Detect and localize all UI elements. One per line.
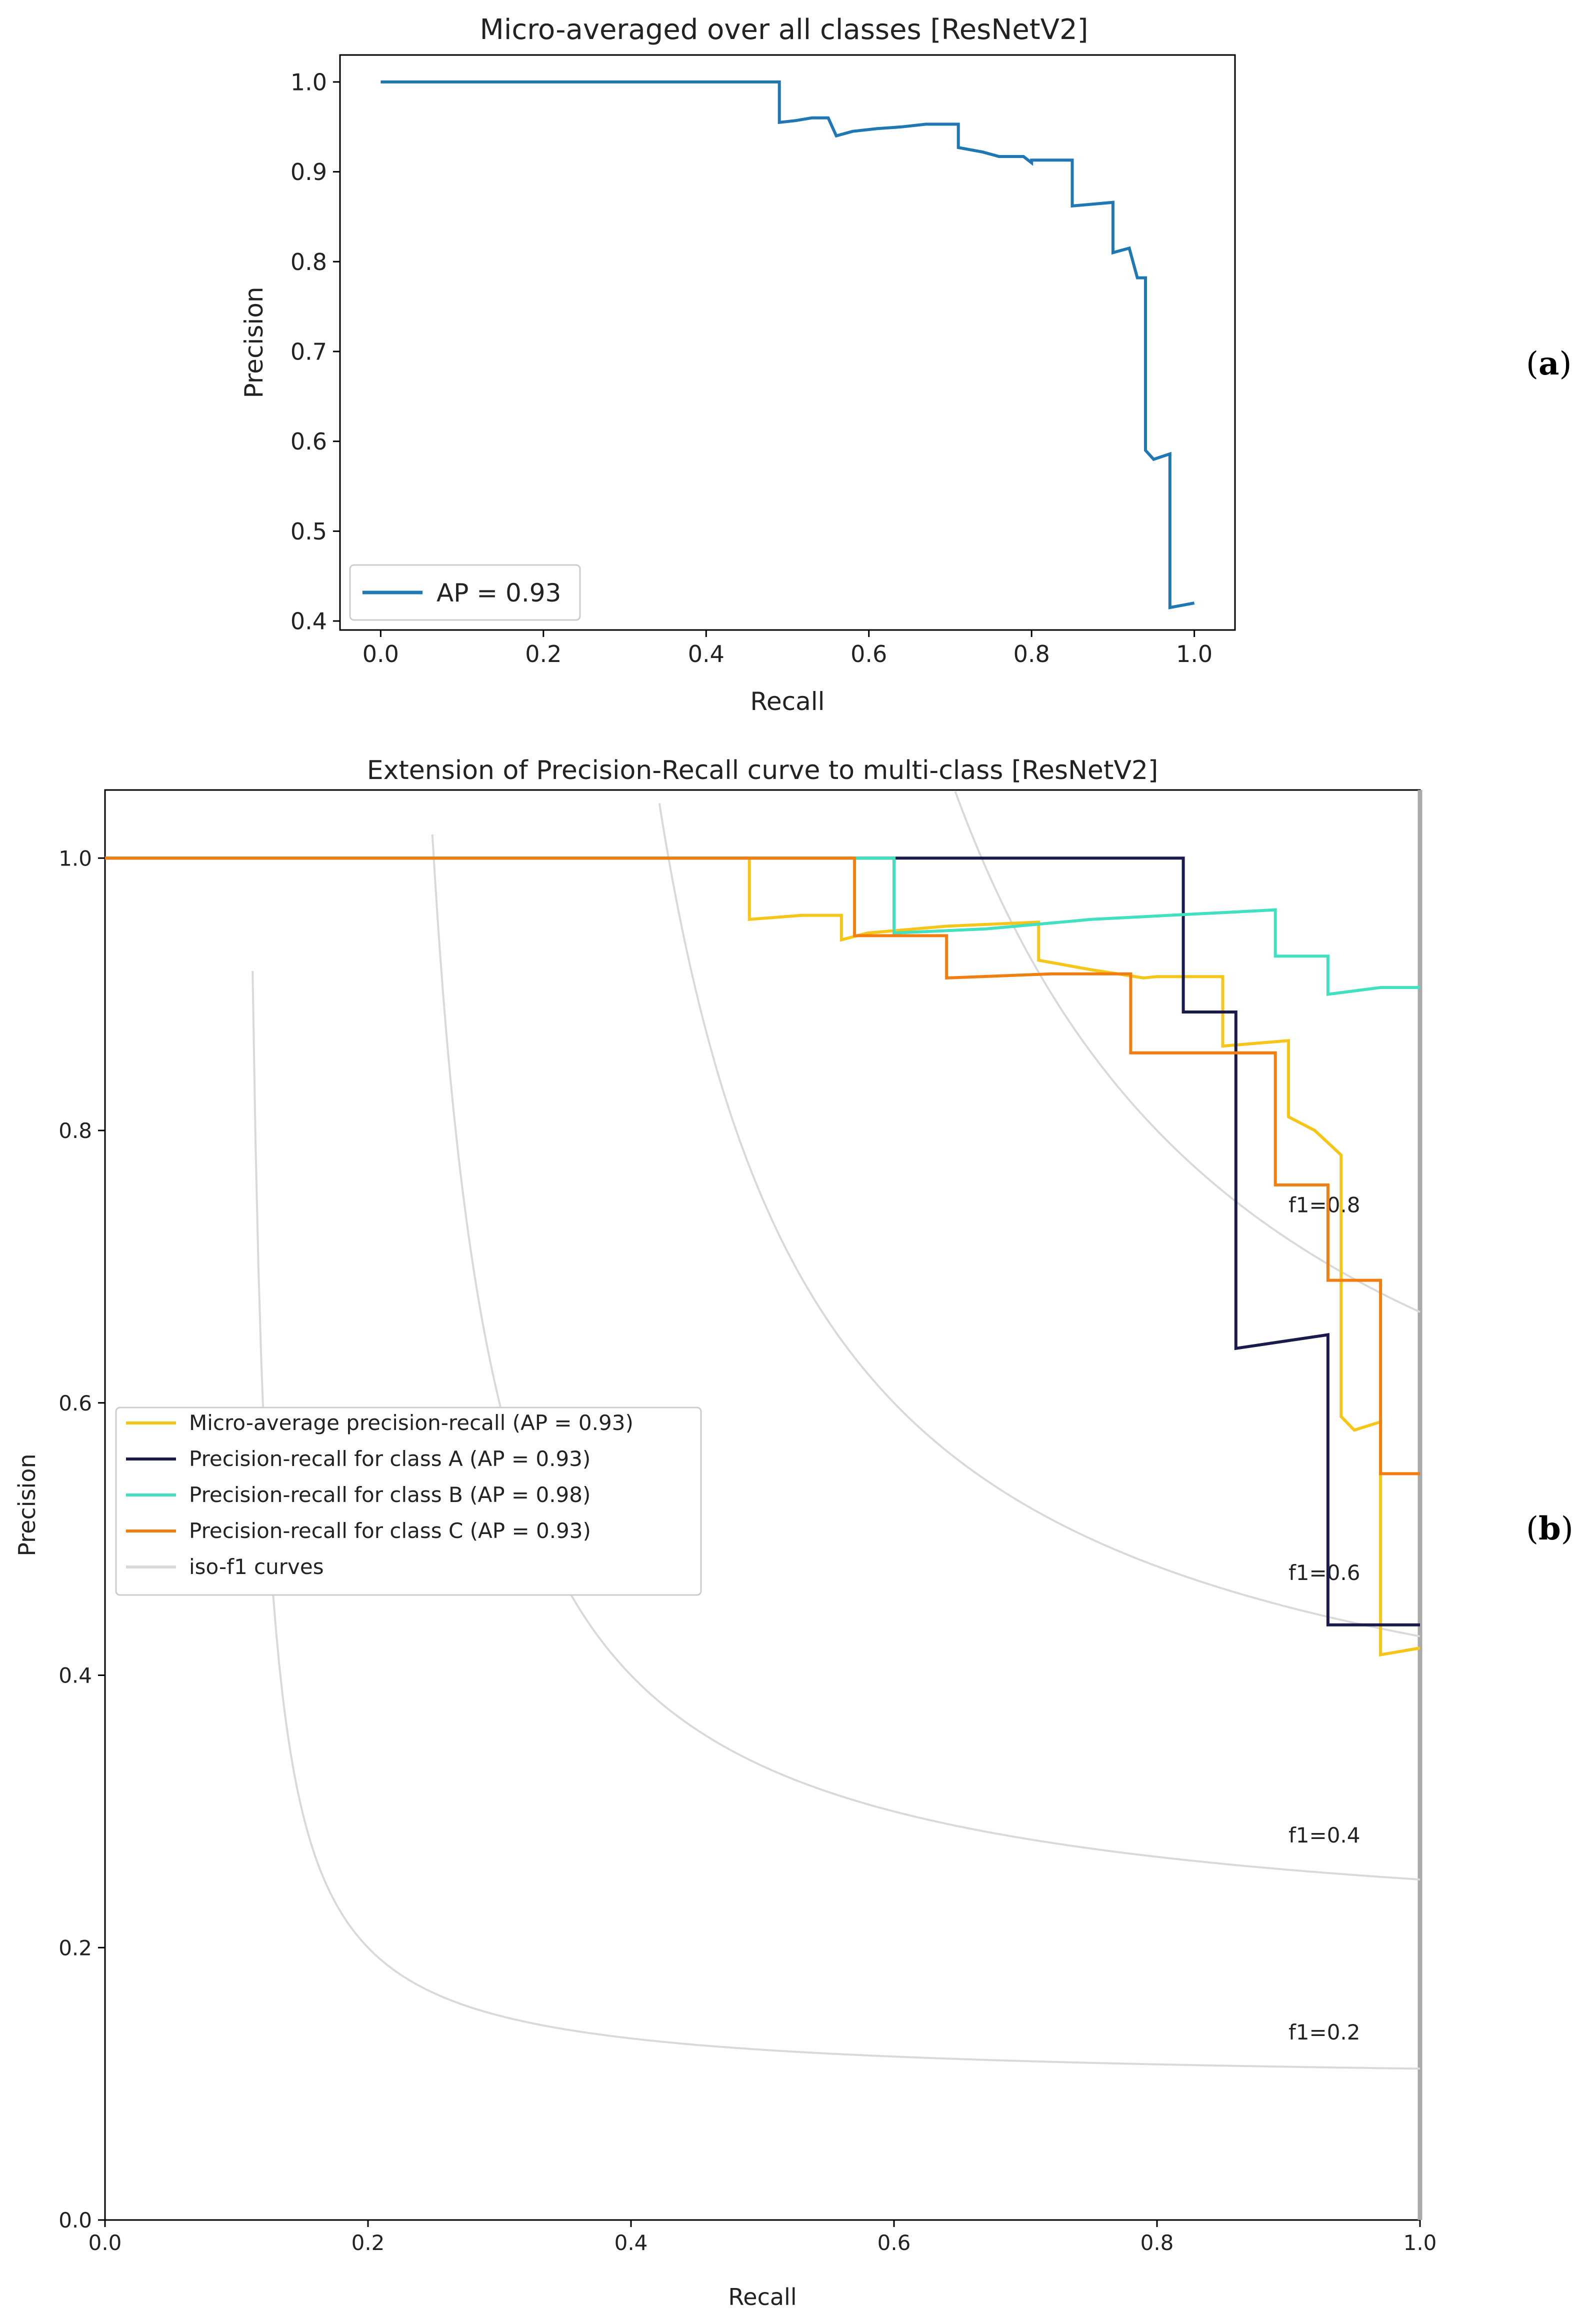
chart-a-plot-area — [339, 54, 1236, 631]
iso-f1-label: f1=0.8 — [1288, 1192, 1360, 1217]
chart-b-y-label: Precision — [14, 1454, 40, 1556]
legend-label: Micro-average precision-recall (AP = 0.9… — [189, 1410, 634, 1435]
panel-label-a: (a) — [1526, 345, 1572, 382]
chart-b: Extension of Precision-Recall curve to m… — [14, 756, 1436, 2310]
iso-f1-curve — [658, 803, 1420, 1638]
y-tick-label: 0.5 — [290, 518, 327, 545]
x-tick-label: 0.0 — [88, 2230, 122, 2255]
chart-b-x-label: Recall — [728, 2284, 796, 2310]
y-tick-label: 0.8 — [290, 248, 327, 276]
chart-a-legend: AP = 0.93 — [349, 564, 581, 621]
y-tick-label: 0.8 — [58, 1118, 92, 1143]
x-tick-label: 1.0 — [1176, 640, 1212, 668]
series-line-0 — [380, 80, 1195, 610]
x-tick-label: 0.6 — [850, 640, 887, 668]
chart-a-y-label: Precision — [240, 286, 268, 398]
x-tick-label: 0.0 — [362, 640, 399, 668]
chart-b-y-ticks: 0.0 0.2 0.4 0.6 0.8 1.0 — [58, 846, 105, 2232]
y-tick-label: 0.6 — [290, 428, 327, 455]
chart-a-series — [380, 80, 1195, 610]
y-tick-label: 0.7 — [290, 338, 327, 366]
chart-a-legend-box — [349, 564, 581, 621]
chart-b-legend-box — [115, 1406, 702, 1596]
legend-label: Precision-recall for class A (AP = 0.93) — [189, 1446, 590, 1471]
x-tick-label: 0.2 — [352, 2230, 385, 2255]
chart-a-x-label: Recall — [750, 687, 824, 716]
chart-a-legend-label: AP = 0.93 — [436, 578, 561, 608]
y-tick-label: 0.2 — [58, 1936, 92, 1960]
legend-label: Precision-recall for class B (AP = 0.98) — [189, 1482, 590, 1507]
x-tick-label: 0.4 — [614, 2230, 648, 2255]
y-tick-label: 0.9 — [290, 158, 327, 186]
y-tick-label: 0.0 — [58, 2208, 92, 2232]
series-line-2 — [105, 856, 1420, 996]
iso-f1-label: f1=0.2 — [1288, 2020, 1360, 2044]
x-tick-label: 1.0 — [1404, 2230, 1437, 2255]
chart-b-iso-f1-curves: f1=0.2 f1=0.4 f1=0.6 f1=0.8 — [252, 791, 1420, 2070]
panel-label-b: (b) — [1526, 1510, 1574, 1548]
x-tick-label: 0.4 — [688, 640, 724, 668]
x-tick-label: 0.6 — [878, 2230, 911, 2255]
series-line-3 — [105, 856, 1420, 1476]
chart-b-series — [105, 856, 1420, 1657]
chart-a-x-ticks: 0.0 0.2 0.4 0.6 0.8 1.0 — [362, 630, 1212, 668]
y-tick-label: 0.4 — [290, 608, 327, 635]
y-tick-label: 1.0 — [58, 846, 92, 870]
iso-f1-curve — [431, 834, 1420, 1880]
series-line-0 — [105, 856, 1420, 1657]
chart-a-y-ticks: 0.4 0.5 0.6 0.7 0.8 0.9 1.0 — [290, 68, 340, 635]
chart-b-legend: Micro-average precision-recall (AP = 0.9… — [115, 1406, 702, 1596]
x-tick-label: 0.2 — [525, 640, 562, 668]
iso-f1-curve — [252, 970, 1420, 2070]
x-tick-label: 0.8 — [1140, 2230, 1174, 2255]
chart-b-x-ticks: 0.0 0.2 0.4 0.6 0.8 1.0 — [88, 2220, 1437, 2255]
y-tick-label: 0.4 — [58, 1664, 92, 1688]
legend-label: iso-f1 curves — [189, 1554, 324, 1579]
chart-a: Micro-averaged over all classes [ResNetV… — [240, 14, 1236, 716]
y-tick-label: 0.6 — [58, 1391, 92, 1416]
x-tick-label: 0.8 — [1014, 640, 1050, 668]
iso-f1-label: f1=0.4 — [1288, 1823, 1360, 1848]
chart-b-title: Extension of Precision-Recall curve to m… — [367, 756, 1158, 786]
series-line-1 — [105, 856, 1420, 1626]
iso-f1-label: f1=0.6 — [1288, 1560, 1360, 1585]
legend-label: Precision-recall for class C (AP = 0.93) — [189, 1518, 591, 1543]
y-tick-label: 1.0 — [290, 68, 327, 96]
chart-a-title: Micro-averaged over all classes [ResNetV… — [480, 14, 1088, 46]
